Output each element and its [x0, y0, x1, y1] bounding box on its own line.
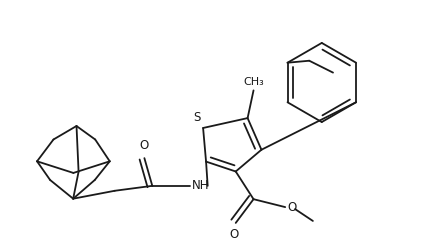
Text: O: O	[140, 139, 149, 152]
Text: CH₃: CH₃	[243, 77, 264, 87]
Text: O: O	[229, 228, 239, 241]
Text: O: O	[287, 201, 297, 214]
Text: S: S	[194, 111, 201, 124]
Text: NH: NH	[192, 179, 209, 192]
